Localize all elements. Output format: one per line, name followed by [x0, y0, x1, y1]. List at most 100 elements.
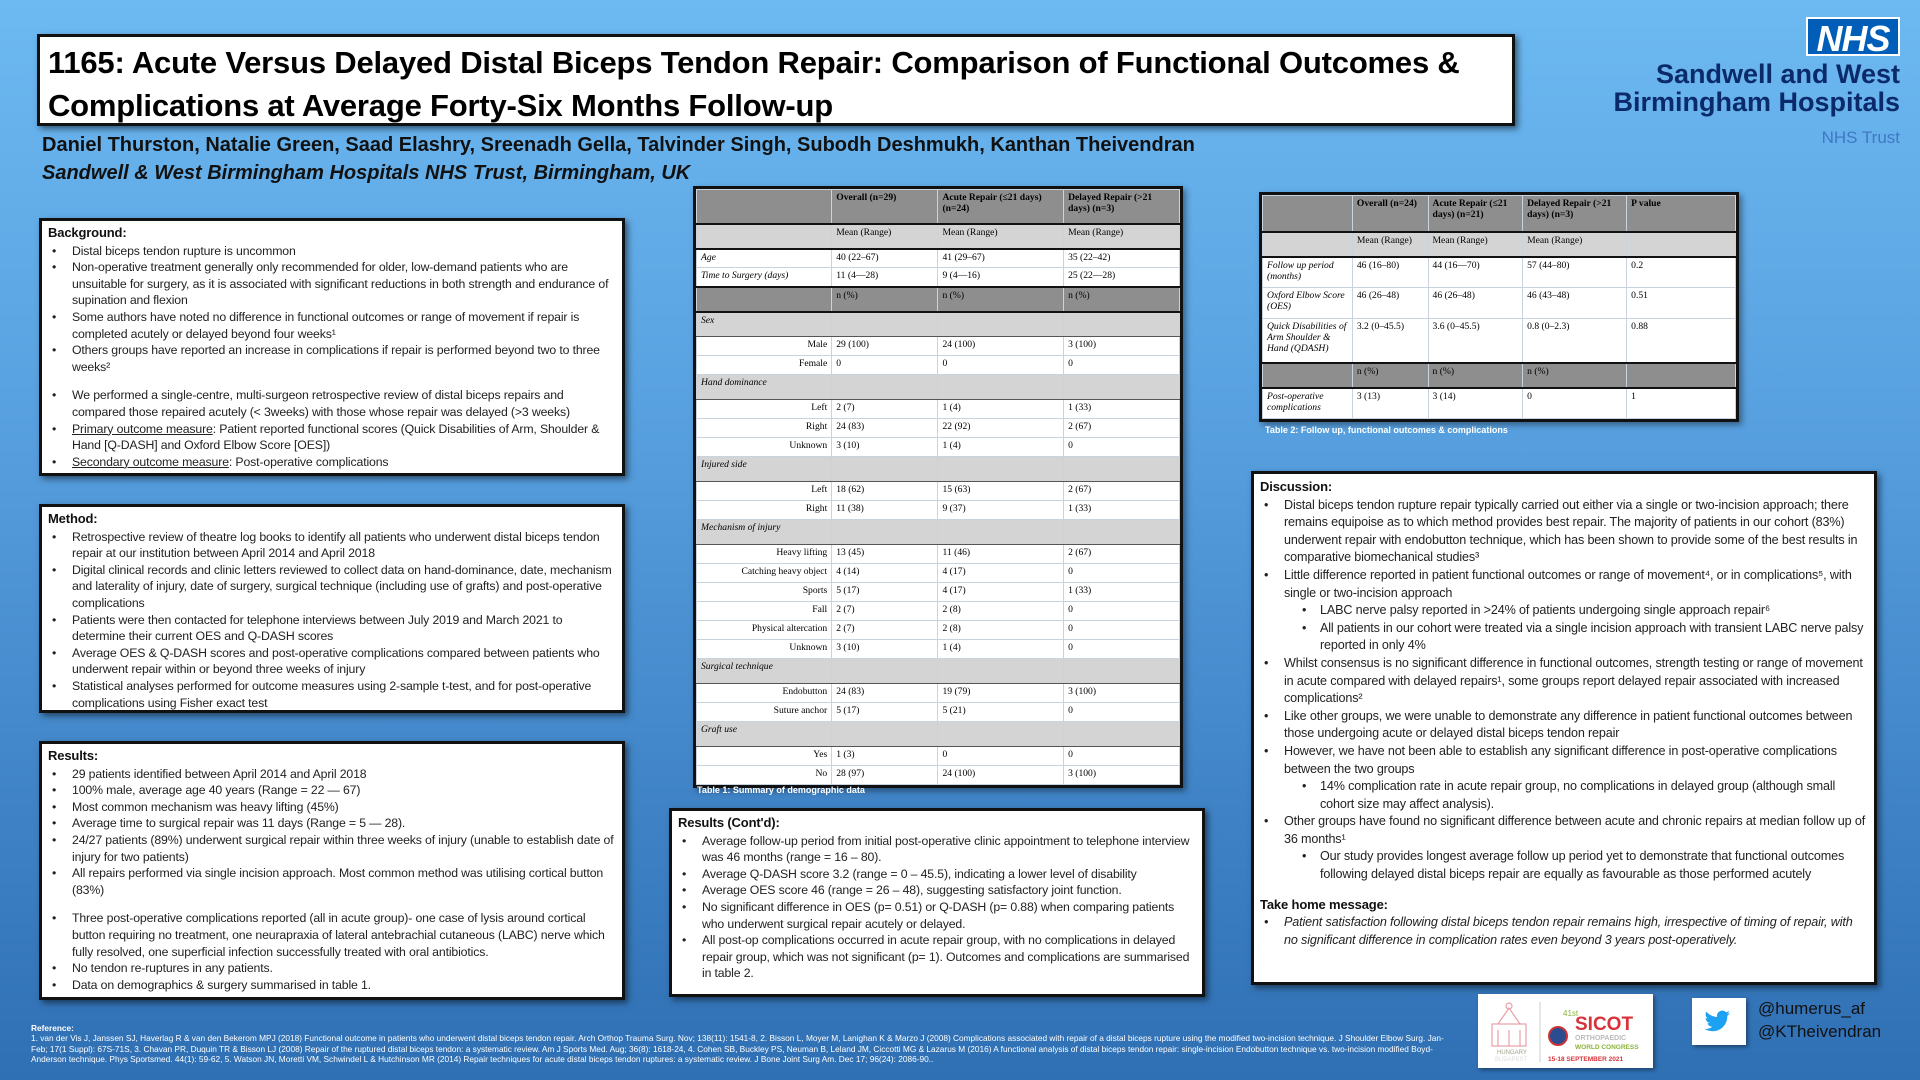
bullet-text: Distal biceps tendon rupture repair typi…	[1284, 497, 1858, 565]
table-cell: 2 (7)	[831, 620, 939, 640]
bullet-text: No significant difference in OES (p= 0.5…	[702, 899, 1175, 931]
bullet-item: We performed a single-centre, multi-surg…	[48, 387, 614, 420]
table-cell: n (%)	[1522, 361, 1628, 389]
table-cell	[937, 519, 1065, 545]
table-cell: 3 (100)	[1063, 683, 1180, 703]
table-cell: 5 (17)	[831, 702, 939, 722]
table-row: Left 2 (7) 1 (4) 1 (33)	[695, 399, 1180, 419]
table-cell: 2 (67)	[1063, 481, 1180, 501]
table-cell: Mean (Range)	[1427, 231, 1524, 258]
table-cell: 2 (8)	[937, 620, 1065, 640]
table-1-caption: Table 1: Summary of demographic data	[697, 785, 865, 795]
table-row: Sports 5 (17) 4 (17) 1 (33)	[695, 582, 1180, 602]
table-cell: n (%)	[1427, 361, 1524, 389]
section-heading: Discussion:	[1260, 479, 1333, 494]
table-cell: 0	[1063, 620, 1180, 640]
bullet-item: Data on demographics & surgery summarise…	[48, 977, 614, 994]
table-cell: Quick Disabilities of Arm Shoulder & Han…	[1262, 318, 1353, 363]
bullet-item: Patients were then contacted for telepho…	[48, 612, 614, 645]
table-cell: Mechanism of injury	[695, 519, 833, 545]
bullet-item: Statistical analyses performed for outco…	[48, 678, 614, 711]
table-cell	[937, 658, 1065, 684]
bullet-list: Distal biceps tendon rupture is uncommon…	[48, 243, 614, 471]
table-row: Yes 1 (3) 0 0	[695, 746, 1180, 766]
table-cell: 46 (26–48)	[1427, 287, 1524, 319]
bullet-text: Statistical analyses performed for outco…	[72, 678, 592, 710]
table-cell: 3.2 (0–45.5)	[1351, 318, 1429, 363]
bullet-item: All repairs performed via single incisio…	[48, 865, 614, 898]
table-cell: Unknown	[695, 639, 833, 659]
bullet-text: 29 patients identified between April 201…	[72, 766, 367, 781]
twitter-handle-1[interactable]: @humerus_af	[1758, 999, 1866, 1018]
table-cell: Right	[695, 418, 833, 438]
bullet-text: 100% male, average age 40 years (Range =…	[72, 783, 361, 798]
bullet-text: Some authors have noted no difference in…	[72, 309, 580, 341]
table-cell	[937, 721, 1065, 747]
table-row: Right 24 (83) 22 (92) 2 (67)	[695, 418, 1180, 438]
table-cell	[695, 223, 833, 250]
table-cell: Female	[695, 355, 833, 375]
bullet-item: Distal biceps tendon rupture is uncommon	[48, 243, 614, 260]
nhs-logo-text: NHS	[1806, 17, 1900, 58]
bullet-item: 29 patients identified between April 201…	[48, 766, 614, 783]
table-cell	[1626, 361, 1736, 389]
table-cell	[831, 456, 939, 482]
sicot-city-2: BUDAPEST	[1495, 1057, 1528, 1063]
bullet-text: Others groups have reported an increase …	[72, 343, 600, 374]
nhs-logo: NHS	[1806, 17, 1900, 58]
table-cell: 0	[1063, 702, 1180, 722]
twitter-handle-2[interactable]: @KTheivendran	[1758, 1022, 1882, 1041]
table-cell	[1063, 519, 1180, 545]
table-cell: Fall	[695, 601, 833, 621]
bullet-item: LABC nerve palsy reported in >24% of pat…	[1260, 602, 1866, 620]
table-row: Follow up period (months) 46 (16–80) 44 (1…	[1262, 256, 1736, 288]
table-cell: 0.8 (0–2.3)	[1522, 318, 1628, 363]
table-cell	[831, 658, 939, 684]
table-cell: n (%)	[1063, 285, 1180, 313]
table-cell: 24 (100)	[937, 765, 1065, 785]
bullet-item: Whilst consensus is no significant diffe…	[1260, 655, 1866, 708]
table-cell: Left	[695, 481, 833, 501]
bullet-text: Three post-operative complications repor…	[72, 911, 605, 959]
bullet-text: LABC nerve palsy reported in >24% of pat…	[1320, 603, 1770, 618]
table-cell: 3 (10)	[831, 639, 939, 659]
table-row: Time to Surgery (days) 11 (4—28) 9 (4—16) 2…	[695, 267, 1180, 287]
table-row: n (%) n (%) n (%)	[1262, 361, 1736, 389]
table-cell: 5 (17)	[831, 582, 939, 602]
bullet-text: : Post-operative complications	[228, 454, 389, 469]
bullet-item: Three post-operative complications repor…	[48, 910, 614, 960]
bullet-text: Like other groups, we were unable to dem…	[1284, 708, 1853, 741]
table-2-caption: Table 2: Follow up, functional outcomes …	[1265, 425, 1508, 435]
table-cell: 3 (10)	[831, 437, 939, 457]
table-cell: Follow up period (months)	[1262, 256, 1353, 288]
bullet-text: We performed a single-centre, multi-surg…	[72, 388, 570, 419]
table-cell: 3 (100)	[1063, 336, 1180, 356]
table-cell	[831, 721, 939, 747]
table-cell: 4 (14)	[831, 563, 939, 583]
table-cell: 0.88	[1626, 318, 1736, 363]
bullet-list: 29 patients identified between April 201…	[48, 766, 614, 994]
bullet-text: Whilst consensus is no significant diffe…	[1284, 655, 1863, 706]
trust-line-1: Sandwell and West	[1655, 59, 1900, 89]
bullet-item: 24/27 patients (89%) underwent surgical …	[48, 832, 614, 865]
table-cell: Sports	[695, 582, 833, 602]
section-heading: Results (Cont'd):	[678, 815, 780, 830]
bullet-item: No significant difference in OES (p= 0.5…	[678, 899, 1194, 932]
table-cell	[1063, 658, 1180, 684]
table-cell: 3 (13)	[1351, 387, 1429, 419]
bullet-item: Digital clinical records and clinic lett…	[48, 562, 614, 612]
table-cell: 1	[1626, 387, 1736, 419]
table-cell	[831, 311, 939, 337]
bullet-underlined-label: Primary outcome measure	[72, 421, 213, 436]
table-cell: 0.2	[1626, 256, 1736, 288]
background-section: Background: Distal biceps tendon rupture…	[39, 218, 625, 476]
section-heading: Method:	[48, 511, 98, 526]
table-row: No 28 (97) 24 (100) 3 (100)	[695, 765, 1180, 785]
table-cell: 4 (17)	[937, 582, 1065, 602]
bullet-text: Most common mechanism was heavy lifting …	[72, 799, 339, 814]
table-cell: 2 (7)	[831, 601, 939, 621]
table-cell: 57 (44–80)	[1522, 256, 1628, 288]
table-row: Suture anchor 5 (17) 5 (21) 0	[695, 702, 1180, 722]
bullet-text: All post-op complications occurred in ac…	[702, 933, 1190, 981]
reference-text: 1. van der Vis J, Janssen SJ, Haverlag R…	[31, 1033, 1444, 1065]
